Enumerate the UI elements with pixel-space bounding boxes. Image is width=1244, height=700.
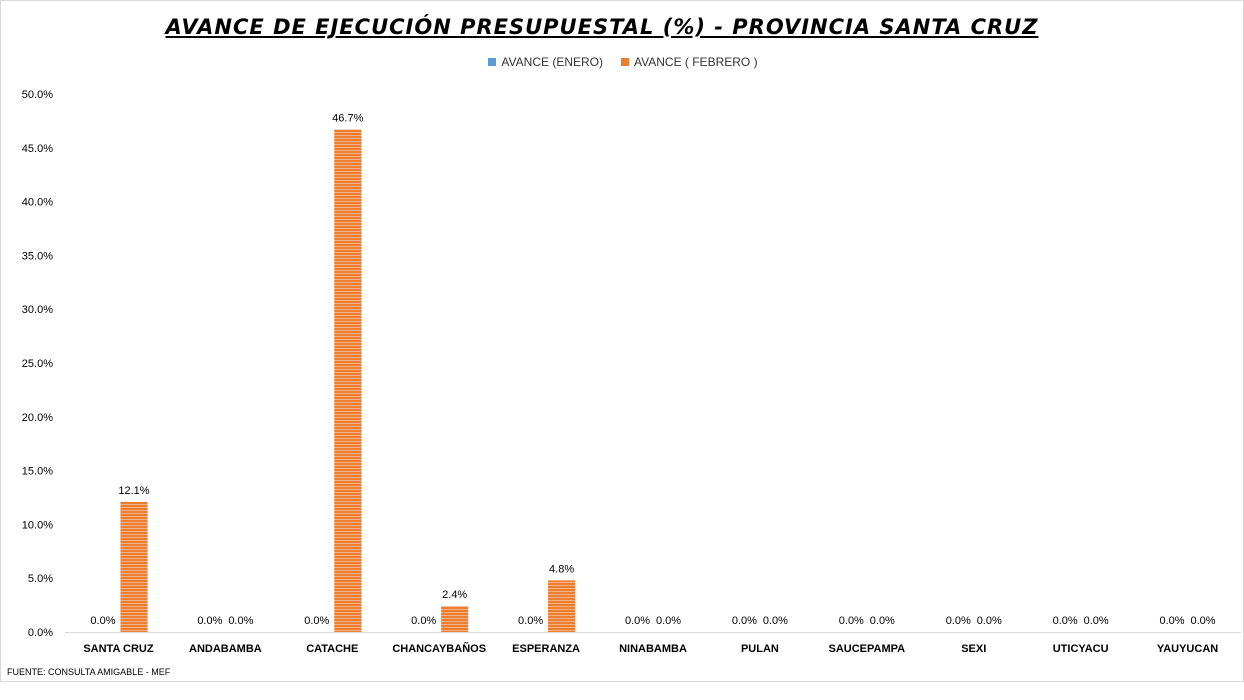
y-tick-label: 30.0% (22, 304, 53, 316)
data-label-enero: 0.0% (90, 615, 115, 627)
y-tick-label: 35.0% (22, 250, 53, 262)
data-label-enero: 0.0% (839, 615, 864, 627)
legend-label-enero: AVANCE (ENERO) (501, 55, 603, 69)
data-label-enero: 0.0% (304, 615, 329, 627)
y-tick-label: 40.0% (22, 197, 53, 209)
x-tick-label: CATACHE (306, 643, 358, 655)
data-label-febrero: 0.0% (870, 615, 895, 627)
data-label-enero: 0.0% (1160, 615, 1185, 627)
data-label-febrero: 0.0% (228, 615, 253, 627)
y-axis: 0.0% 5.0% 10.0% 15.0% 20.0% 25.0% 30.0% 35.0% 40… (22, 89, 53, 639)
data-label-enero: 0.0% (411, 615, 436, 627)
bars: 0.0% 0.0% 0.0% 0.0% 0.0% 0.0% 0.0% 0.0% 0.0% 0.0%… (90, 113, 1216, 632)
y-tick-label: 0.0% (28, 627, 53, 639)
data-label-enero: 0.0% (197, 615, 222, 627)
chart-frame: AVANCE DE EJECUCIÓN PRESUPUESTAL (%) - P… (0, 0, 1244, 682)
data-label-febrero: 0.0% (763, 615, 788, 627)
data-label-enero: 0.0% (946, 615, 971, 627)
data-label-febrero: 0.0% (656, 615, 681, 627)
legend-swatch-enero (488, 58, 497, 66)
legend-label-febrero: AVANCE ( FEBRERO ) (634, 55, 758, 69)
y-tick-label: 45.0% (22, 143, 53, 155)
y-tick-label: 25.0% (22, 358, 53, 370)
y-tick-label: 50.0% (22, 89, 53, 101)
data-label-febrero: 46.7% (332, 113, 363, 125)
bar-chart: 0.0% 5.0% 10.0% 15.0% 20.0% 25.0% 30.0% 35.0% 40… (22, 89, 1241, 655)
x-tick-label: UTICYACU (1053, 643, 1109, 655)
data-label-febrero: 4.8% (549, 563, 574, 575)
bar-febrero (548, 580, 576, 632)
y-tick-label: 10.0% (22, 519, 53, 531)
x-tick-label: ESPERANZA (512, 643, 580, 655)
data-label-enero: 0.0% (518, 615, 543, 627)
x-tick-label: YAUYUCAN (1157, 643, 1218, 655)
x-tick-label: SANTA CRUZ (83, 643, 154, 655)
data-label-febrero: 0.0% (977, 615, 1002, 627)
data-label-febrero: 2.4% (442, 589, 467, 601)
x-axis: SANTA CRUZ ANDABAMBA CATACHE CHANCAYBAÑOS ES… (65, 632, 1241, 655)
x-tick-label: NINABAMBA (619, 643, 687, 655)
x-tick-label: SEXI (961, 643, 986, 655)
data-label-enero: 0.0% (732, 615, 757, 627)
legend-item-enero: AVANCE (ENERO) (488, 55, 603, 69)
legend-swatch-febrero (621, 58, 629, 66)
data-label-febrero: 0.0% (1084, 615, 1109, 627)
chart-title: AVANCE DE EJECUCIÓN PRESUPUESTAL (%) - P… (165, 15, 1039, 39)
data-label-febrero: 0.0% (1191, 615, 1216, 627)
legend-item-febrero: AVANCE ( FEBRERO ) (621, 55, 758, 69)
x-tick-label: SAUCEPAMPA (829, 643, 906, 655)
data-label-enero: 0.0% (625, 615, 650, 627)
x-tick-label: ANDABAMBA (189, 643, 262, 655)
bar-febrero (334, 129, 362, 632)
data-label-febrero: 12.1% (118, 485, 149, 497)
x-tick-label: PULAN (741, 643, 779, 655)
y-tick-label: 15.0% (22, 466, 53, 478)
source-footer: FUENTE: CONSULTA AMIGABLE - MEF (7, 667, 171, 677)
y-tick-label: 5.0% (28, 573, 53, 585)
legend: AVANCE (ENERO) AVANCE ( FEBRERO ) (1, 55, 1244, 69)
bar-febrero (441, 606, 469, 632)
data-label-enero: 0.0% (1053, 615, 1078, 627)
x-tick-label: CHANCAYBAÑOS (392, 642, 486, 655)
y-tick-label: 20.0% (22, 412, 53, 424)
bar-febrero (120, 501, 148, 632)
